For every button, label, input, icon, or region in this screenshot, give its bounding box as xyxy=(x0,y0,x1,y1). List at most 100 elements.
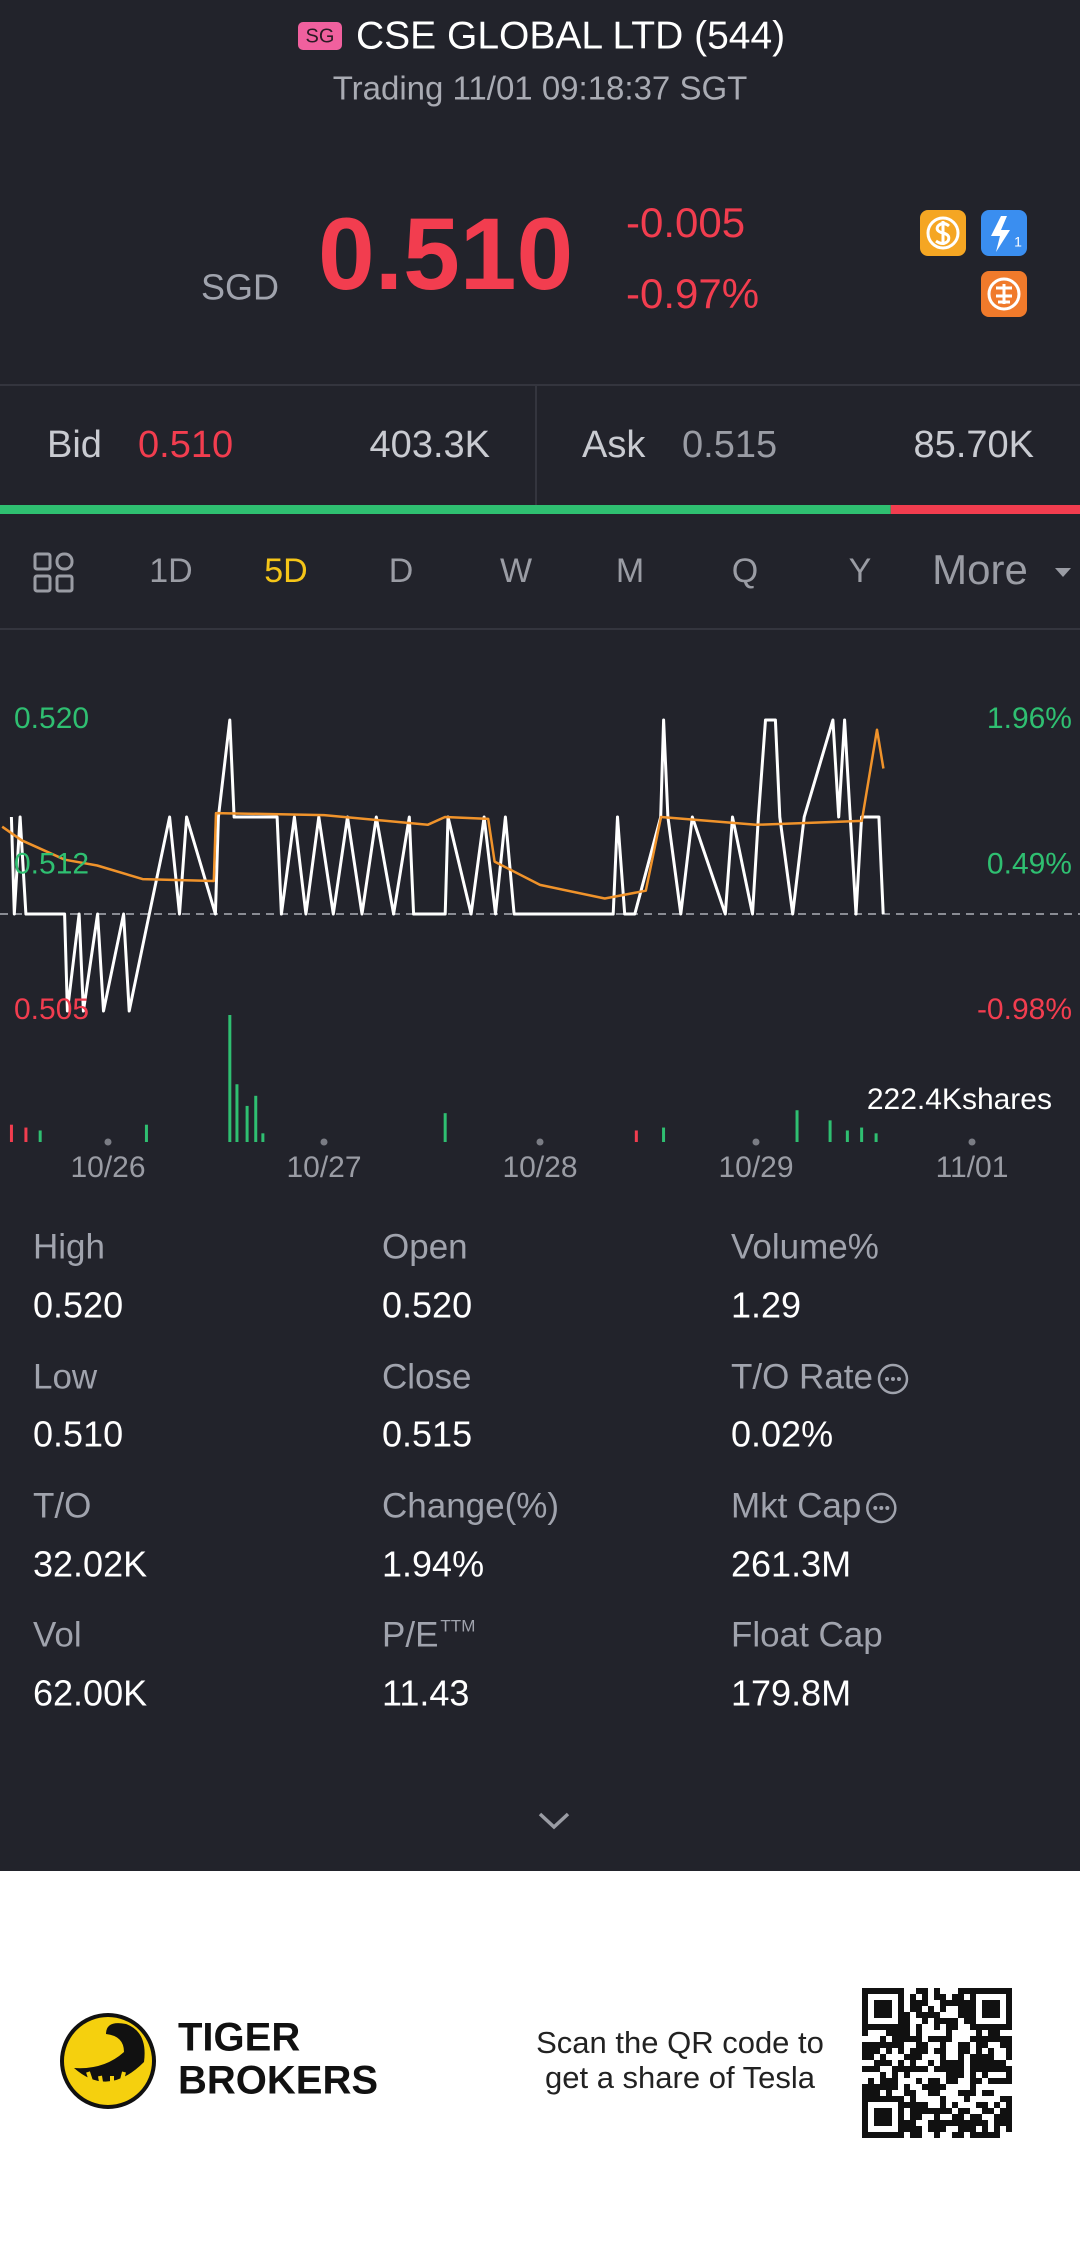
stat-label: Open xyxy=(382,1227,468,1266)
stat-label: Close xyxy=(382,1357,471,1396)
info-icon-dot xyxy=(885,1506,890,1510)
brand-line: BROKERS xyxy=(178,2059,378,2103)
stat-label: T/O xyxy=(33,1486,91,1525)
volume-bar xyxy=(443,1113,447,1142)
stat-label: Float Cap xyxy=(731,1615,883,1654)
info-icon[interactable] xyxy=(866,1492,897,1524)
tab[interactable]: 1D xyxy=(149,552,192,590)
stat-value: 1.94% xyxy=(382,1544,484,1585)
info-icon-dot xyxy=(873,1506,878,1510)
tab[interactable]: W xyxy=(500,552,532,590)
footer xyxy=(0,1871,1080,2252)
tab[interactable]: More xyxy=(932,546,1028,593)
price-line xyxy=(9,718,885,1013)
volume-bar xyxy=(634,1130,638,1142)
tab[interactable]: D xyxy=(389,552,414,590)
stat-label: High xyxy=(33,1227,105,1266)
stat-value: 1.29 xyxy=(731,1285,801,1326)
volume-bar xyxy=(9,1124,13,1142)
x-tick-dot xyxy=(752,1138,760,1146)
volume-bar xyxy=(828,1120,832,1142)
volume-bar xyxy=(845,1130,849,1142)
average-line xyxy=(1,728,885,900)
tab[interactable]: 5D xyxy=(264,552,307,590)
stat-label: Mkt Cap xyxy=(731,1486,861,1525)
volume-bar xyxy=(235,1084,239,1142)
x-tick-label: 10/26 xyxy=(70,1151,145,1184)
promo-line: get a share of Tesla xyxy=(545,2060,816,2095)
stock-title: CSE GLOBAL LTD (544) xyxy=(356,14,785,57)
info-icon-dot xyxy=(879,1506,884,1510)
bid-label: Bid xyxy=(47,424,102,466)
stat-label-sup: TTM xyxy=(440,1616,475,1635)
qr-code xyxy=(862,1988,1012,2138)
market-badge-text: SG xyxy=(306,25,335,47)
stat-value: 0.02% xyxy=(731,1414,833,1455)
stat-label: T/O Rate xyxy=(731,1357,873,1396)
tab[interactable]: M xyxy=(616,552,644,590)
stat-value: 0.510 xyxy=(33,1414,123,1455)
icon-flash[interactable]: 1 xyxy=(981,210,1027,256)
y2-tick-label: 0.49% xyxy=(987,847,1072,880)
price: 0.510 xyxy=(318,197,573,311)
volume-bar xyxy=(860,1127,864,1142)
ask-size: 85.70K xyxy=(914,424,1034,466)
volume-bar xyxy=(38,1130,42,1142)
stat-label: Vol xyxy=(33,1615,82,1654)
brand-line: TIGER xyxy=(178,2016,300,2060)
info-icon[interactable] xyxy=(877,1363,909,1395)
x-tick-label: 10/27 xyxy=(286,1151,361,1184)
bid-ratio-bar xyxy=(0,505,891,514)
x-tick-dot xyxy=(104,1138,112,1146)
chart-layout-icon[interactable] xyxy=(33,552,74,593)
icon-dollar[interactable] xyxy=(920,210,966,256)
volume-bar xyxy=(24,1127,28,1142)
stat-value: 261.3M xyxy=(731,1544,851,1585)
x-tick-label: 10/29 xyxy=(718,1151,793,1184)
bid-size: 403.3K xyxy=(370,424,490,466)
volume-bar xyxy=(261,1133,265,1142)
qr-modules xyxy=(862,1988,1012,2138)
stat-value: 62.00K xyxy=(33,1673,147,1714)
stat-value: 0.520 xyxy=(33,1285,123,1326)
x-tick-label: 11/01 xyxy=(936,1151,1009,1184)
volume-bar xyxy=(874,1133,878,1142)
volume-bar xyxy=(144,1124,148,1142)
stat-value: 0.515 xyxy=(382,1414,472,1455)
stat-label: Volume% xyxy=(731,1227,879,1266)
info-icon-dot xyxy=(890,1377,895,1381)
x-tick-dot xyxy=(968,1138,976,1146)
stats-grid: High 0.520 Open 0.520 Volume% 1.29 Low 0.510 Clo… xyxy=(33,1227,909,1714)
tab[interactable]: Y xyxy=(849,552,872,590)
dropdown-arrow[interactable] xyxy=(1055,568,1071,577)
y-tick-label: 0.520 xyxy=(14,702,89,735)
icon-shariah[interactable] xyxy=(981,271,1027,317)
y-tick-label: 0.512 xyxy=(14,847,89,880)
stat-label: Low xyxy=(33,1357,98,1396)
stat-value: 0.520 xyxy=(382,1285,472,1326)
trading-status: Trading 11/01 09:18:37 SGT xyxy=(333,70,748,107)
ask-label: Ask xyxy=(582,424,646,466)
info-icon-dot xyxy=(896,1377,901,1381)
y-tick-label: 0.505 xyxy=(14,993,89,1026)
stat-label: P/E xyxy=(382,1615,438,1654)
stat-value: 11.43 xyxy=(382,1673,469,1714)
currency: SGD xyxy=(201,267,279,308)
price-change-pct: -0.97% xyxy=(626,270,759,317)
volume-bar xyxy=(245,1105,249,1142)
bid-price: 0.510 xyxy=(138,424,233,466)
info-icon-dot xyxy=(884,1377,889,1381)
volume-bar xyxy=(662,1127,666,1142)
x-tick-label: 10/28 xyxy=(502,1151,577,1184)
ask-price: 0.515 xyxy=(682,424,777,466)
background xyxy=(0,0,1080,1871)
expand-chevron[interactable] xyxy=(538,1812,570,1830)
volume-bar xyxy=(795,1110,799,1142)
svg-text:1: 1 xyxy=(1014,234,1022,250)
intraday-chart: 0.520 0.512 0.505 1.96% 0.49% -0.98% 222.4Ksha… xyxy=(0,702,1080,1184)
tab[interactable]: Q xyxy=(732,552,758,590)
tiger-logo xyxy=(60,2013,156,2109)
x-tick-dot xyxy=(320,1138,328,1146)
